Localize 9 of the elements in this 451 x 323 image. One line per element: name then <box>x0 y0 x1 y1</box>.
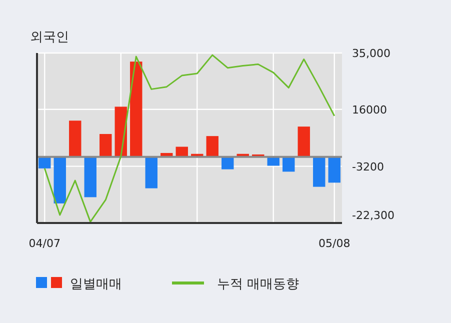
y-tick-label: -22,300 <box>352 209 394 222</box>
x-tick-label: 05/08 <box>318 237 350 250</box>
chart-title: 외국인 <box>30 30 69 45</box>
y-tick-label: 16000 <box>352 103 387 116</box>
legend-label: 누적 매매동향 <box>217 277 300 292</box>
x-tick-label: 04/07 <box>28 237 60 250</box>
legend-label: 일별매매 <box>70 277 122 292</box>
y-tick-label: -3200 <box>352 160 384 174</box>
y-tick-label: 35,000 <box>352 47 390 60</box>
